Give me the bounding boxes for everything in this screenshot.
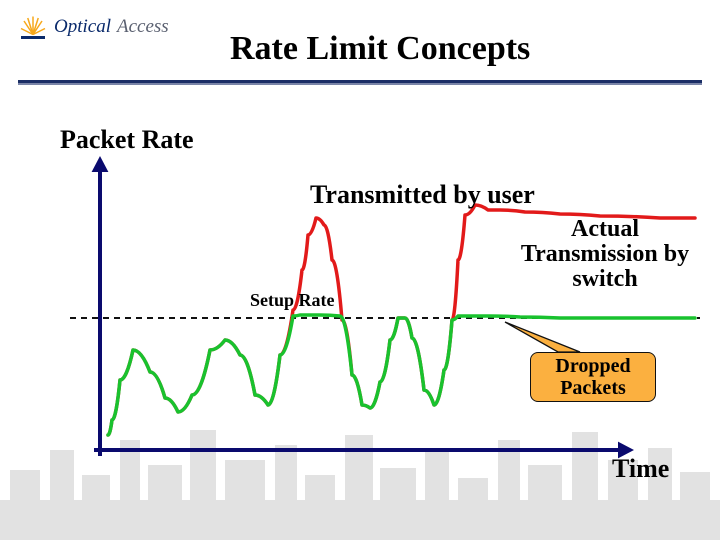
- transmitted-label: Transmitted by user: [310, 180, 535, 210]
- actual-transmission-label: Actual Transmission by switch: [505, 217, 705, 293]
- dropped-packets-callout: Dropped Packets: [530, 352, 656, 402]
- x-axis-label: Time: [612, 454, 669, 484]
- slide: Optical Access Rate Limit Concepts Packe…: [0, 0, 720, 540]
- setup-rate-label: Setup Rate: [250, 290, 335, 311]
- y-axis-label: Packet Rate: [60, 125, 194, 155]
